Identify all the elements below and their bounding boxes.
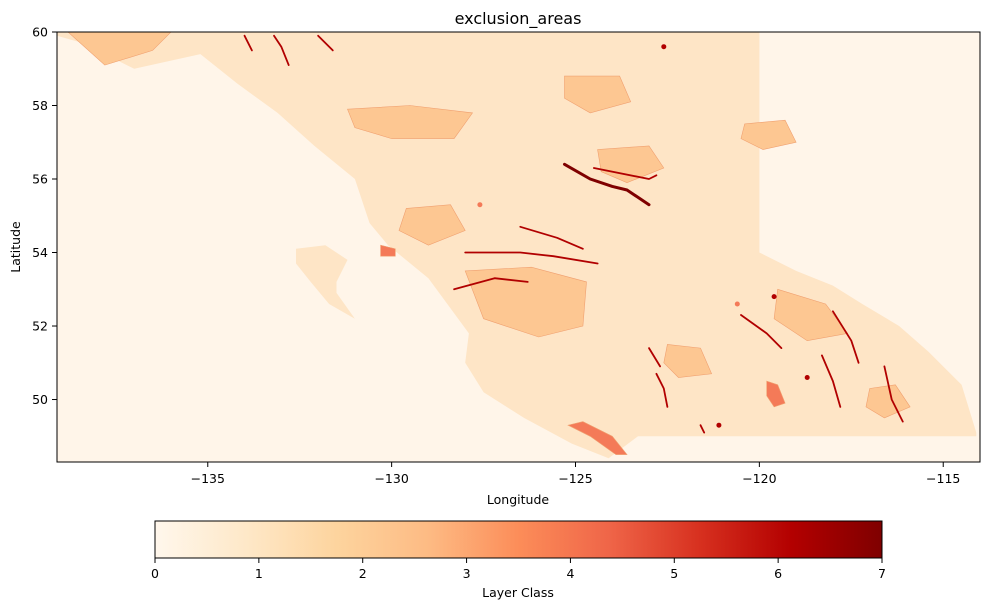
x-tick-label: −135 <box>191 471 225 486</box>
exclusion-line-2 <box>593 167 658 180</box>
x-axis: −135 −130 −125 −120 −115 <box>191 462 960 486</box>
region-exclusion-zone-g <box>67 32 172 66</box>
colorbar-tick-label: 5 <box>670 566 678 581</box>
colorbar-tick-label: 4 <box>566 566 574 581</box>
region-hecate-patch <box>380 244 396 257</box>
exclusion-line-13 <box>648 347 661 368</box>
y-axis: 50 52 54 56 58 60 <box>32 25 57 407</box>
colorbar-tick-label: 0 <box>151 566 159 581</box>
exclusion-line-4 <box>519 225 584 250</box>
region-exclusion-zone-a <box>347 105 474 139</box>
exclusion-line-12 <box>655 372 669 408</box>
y-tick-label: 60 <box>32 25 48 40</box>
exclusion-line-7 <box>317 34 334 52</box>
exclusion-line-15 <box>699 424 706 434</box>
map-layer <box>57 32 977 459</box>
map-plot-area <box>56 31 981 463</box>
exclusion-line-1 <box>563 162 651 207</box>
exclusion-line-6 <box>273 34 290 66</box>
region-okanagan-patch <box>766 380 786 408</box>
region-vancouver-island-south <box>567 421 628 455</box>
exclusion-dot-1 <box>661 44 667 50</box>
colorbar-tick-label: 3 <box>463 566 471 581</box>
region-exclusion-zone-b <box>464 266 587 338</box>
exclusion-line-5 <box>453 277 529 291</box>
region-exclusion-zone-c <box>564 75 632 114</box>
exclusion-dot-3 <box>771 294 777 300</box>
x-tick-label: −115 <box>926 471 960 486</box>
exclusion-dot-4 <box>716 422 722 428</box>
y-tick-label: 54 <box>32 245 48 260</box>
colorbar-gradient <box>154 520 883 559</box>
x-tick-label: −120 <box>742 471 776 486</box>
exclusion-line-3 <box>464 251 599 265</box>
colorbar-tick-label: 7 <box>878 566 886 581</box>
region-exclusion-zone-h <box>740 119 797 150</box>
region-exclusion-zone-i <box>663 344 713 378</box>
y-tick-label: 56 <box>32 172 48 187</box>
y-tick-label: 50 <box>32 392 48 407</box>
exclusion-dot-6 <box>477 202 483 208</box>
exclusion-line-11 <box>821 354 842 408</box>
exclusion-line-14 <box>740 314 783 350</box>
region-haida-gwaii <box>296 245 355 319</box>
region-exclusion-zone-d <box>398 204 466 246</box>
colorbar-tick-label: 1 <box>255 566 263 581</box>
chart-title: exclusion_areas <box>455 9 582 29</box>
x-axis-label: Longitude <box>487 492 549 507</box>
x-tick-label: −125 <box>558 471 592 486</box>
colorbar-ticks: 0 1 2 3 4 5 6 7 <box>151 558 886 581</box>
exclusion-line-8 <box>243 34 253 52</box>
region-exclusion-zone-e <box>773 288 849 342</box>
plot-frame <box>56 31 981 463</box>
colorbar: 0 1 2 3 4 5 6 7 Layer Class <box>151 520 886 600</box>
y-axis-label: Latitude <box>8 221 23 273</box>
exclusion-line-10 <box>883 365 904 423</box>
exclusion-line-9 <box>832 310 860 364</box>
region-exclusion-zone-f <box>597 145 665 184</box>
colorbar-tick-label: 6 <box>774 566 782 581</box>
colorbar-tick-label: 2 <box>359 566 367 581</box>
y-tick-label: 58 <box>32 98 48 113</box>
x-tick-label: −130 <box>374 471 408 486</box>
exclusion-dot-2 <box>804 375 810 380</box>
colorbar-label: Layer Class <box>482 585 554 600</box>
exclusion-dot-5 <box>734 301 740 307</box>
y-tick-label: 52 <box>32 319 48 334</box>
